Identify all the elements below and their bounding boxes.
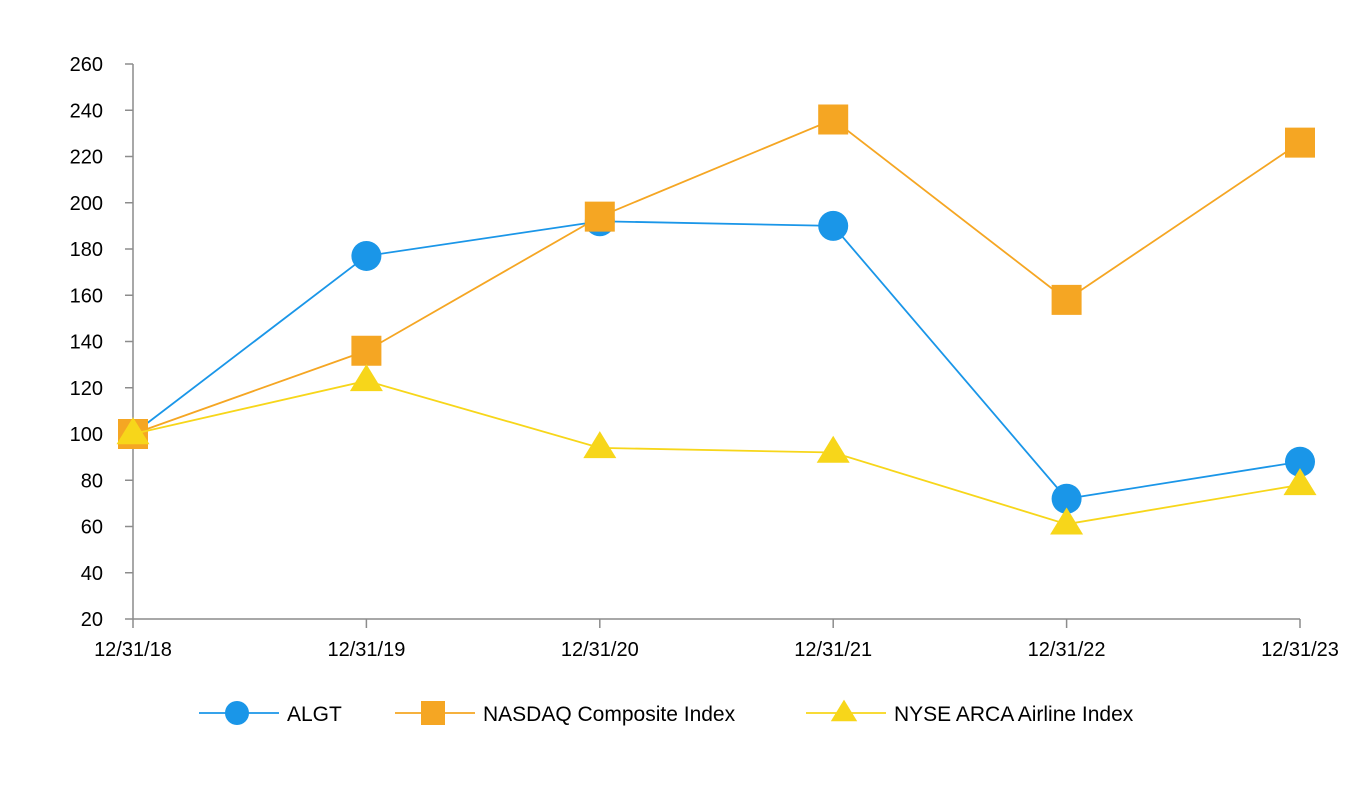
series-line — [132, 379, 1301, 526]
x-tick-label: 12/31/23 — [1261, 639, 1339, 661]
data-point-triangle — [1050, 507, 1084, 535]
data-point-triangle — [349, 364, 383, 392]
axes — [132, 64, 1300, 620]
y-axis-ticks: 20 40 60 80 100 120 140 160 180 200 220 240 260 — [70, 54, 133, 631]
y-tick-label: 80 — [81, 470, 103, 492]
x-tick-label: 12/31/22 — [1028, 639, 1106, 661]
series-line — [132, 118, 1301, 435]
y-tick-label: 160 — [70, 285, 103, 307]
y-tick-label: 200 — [70, 193, 103, 215]
y-tick-label: 220 — [70, 147, 103, 169]
series-nyse-arca-airline-index — [116, 364, 1317, 535]
y-tick-label: 240 — [70, 100, 103, 122]
x-axis-ticks: 12/31/18 12/31/19 12/31/20 12/31/21 12/31/22… — [94, 619, 1339, 661]
legend-item: NASDAQ Composite Index — [395, 701, 736, 726]
legend-label: ALGT — [287, 703, 342, 726]
y-tick-label: 60 — [81, 517, 103, 539]
legend-marker-circle — [225, 701, 249, 725]
data-point-triangle — [583, 431, 617, 459]
data-point-square — [1285, 127, 1315, 158]
legend-item: NYSE ARCA Airline Index — [806, 699, 1134, 726]
data-point-circle — [1285, 446, 1315, 477]
y-tick-label: 40 — [81, 563, 103, 585]
data-point-square — [1051, 284, 1082, 315]
legend-item: ALGT — [199, 701, 342, 726]
y-tick-label: 120 — [70, 378, 103, 400]
y-tick-label: 20 — [81, 609, 103, 631]
data-point-triangle — [816, 435, 850, 463]
data-point-square — [351, 335, 382, 366]
legend: ALGT NASDAQ Composite Index NYSE ARCA Airl… — [199, 699, 1134, 726]
x-tick-label: 12/31/19 — [327, 639, 405, 661]
legend-label: NASDAQ Composite Index — [483, 703, 736, 726]
x-tick-label: 12/31/21 — [794, 639, 872, 661]
y-tick-label: 180 — [70, 239, 103, 261]
legend-marker-square — [421, 701, 445, 725]
data-point-circle — [351, 240, 382, 271]
data-point-triangle — [116, 417, 150, 445]
y-tick-label: 100 — [70, 424, 103, 446]
data-point-square — [584, 201, 615, 232]
data-point-square — [818, 104, 849, 135]
legend-label: NYSE ARCA Airline Index — [894, 703, 1134, 726]
series-algt — [118, 206, 1315, 514]
series-line — [132, 220, 1301, 500]
x-tick-label: 12/31/18 — [94, 639, 172, 661]
data-point-circle — [818, 210, 849, 241]
x-tick-label: 12/31/20 — [561, 639, 639, 661]
data-point-triangle — [1283, 468, 1317, 496]
y-tick-label: 260 — [70, 54, 103, 76]
data-point-circle — [1051, 483, 1082, 514]
legend-marker-triangle — [830, 699, 858, 722]
series-layer — [116, 104, 1317, 535]
y-tick-label: 140 — [70, 332, 103, 354]
